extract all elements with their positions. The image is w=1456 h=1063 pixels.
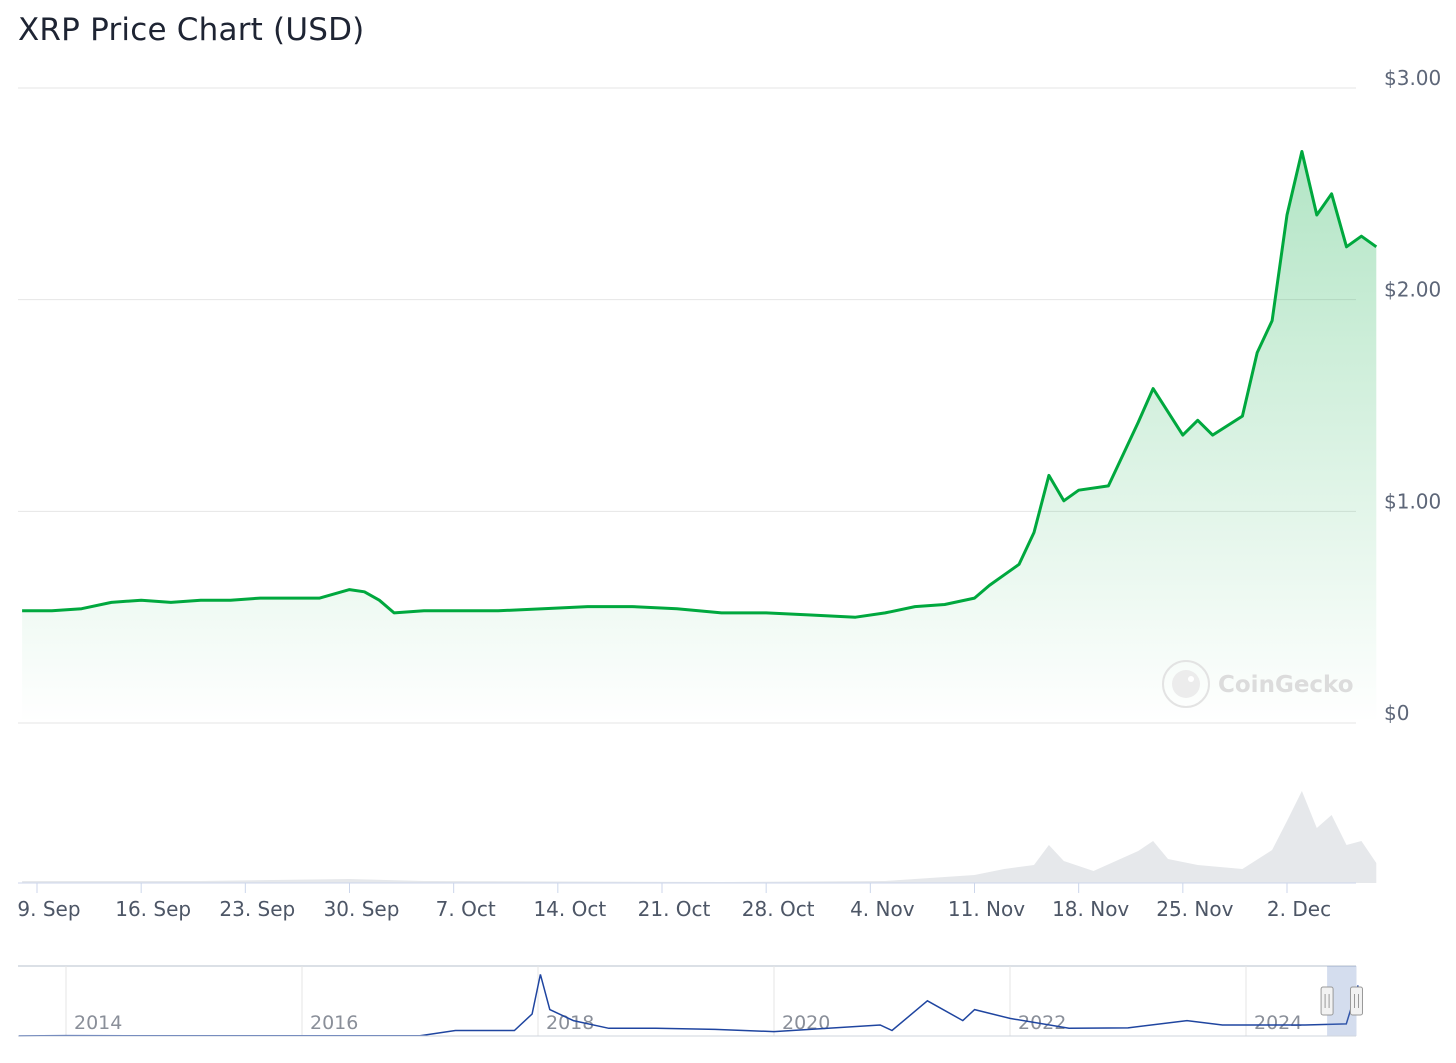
coingecko-watermark: CoinGecko bbox=[1218, 672, 1354, 698]
price-line bbox=[22, 150, 1378, 619]
x-tick-label: 14. Oct bbox=[533, 897, 606, 921]
navigator-tick-label: 2024 bbox=[1254, 1012, 1302, 1034]
navigator-tick-label: 2022 bbox=[1018, 1012, 1066, 1034]
x-tick-label: 18. Nov bbox=[1052, 897, 1129, 921]
x-tick-label: 28. Oct bbox=[742, 897, 815, 921]
y-tick-label: $2.00 bbox=[1384, 278, 1441, 302]
volume-fill bbox=[22, 791, 1377, 883]
x-tick-label: 25. Nov bbox=[1156, 897, 1233, 921]
x-axis: 9. Sep 16. Sep 23. Sep 30. Sep 7. Oct 14. Oct… bbox=[17, 882, 1356, 921]
navigator-left-handle[interactable] bbox=[1320, 986, 1334, 1016]
x-tick-label: 4. Nov bbox=[850, 897, 915, 921]
navigator-right-handle[interactable] bbox=[1349, 986, 1363, 1016]
navigator-tick-label: 2014 bbox=[74, 1012, 122, 1034]
x-tick-label: 7. Oct bbox=[436, 897, 496, 921]
x-tick-label: 11. Nov bbox=[948, 897, 1025, 921]
watermark: CoinGecko bbox=[1162, 660, 1354, 708]
navigator-line bbox=[18, 974, 1359, 1037]
x-tick-label: 23. Sep bbox=[219, 897, 295, 921]
y-tick-label: $3.00 bbox=[1384, 66, 1441, 90]
y-axis-labels: $3.00 $2.00 $1.00 $0 bbox=[1384, 66, 1441, 725]
x-tick-label: 30. Sep bbox=[324, 897, 400, 921]
x-tick-label: 9. Sep bbox=[17, 897, 80, 921]
price-area-fill bbox=[22, 151, 1377, 723]
volume-area bbox=[22, 791, 1377, 883]
x-tick-label: 2. Dec bbox=[1267, 897, 1331, 921]
navigator-tick-label: 2018 bbox=[546, 1012, 594, 1034]
x-tick-label: 21. Oct bbox=[638, 897, 711, 921]
y-tick-label: $1.00 bbox=[1384, 489, 1441, 513]
y-tick-label: $0 bbox=[1384, 701, 1409, 725]
navigator-tick-label: 2016 bbox=[310, 1012, 358, 1034]
x-tick-label: 16. Sep bbox=[115, 897, 191, 921]
coingecko-logo-icon bbox=[1162, 660, 1210, 708]
range-navigator[interactable]: 2014 2016 2018 2020 2022 2024 bbox=[18, 965, 1363, 1037]
chart-title: XRP Price Chart (USD) bbox=[18, 12, 365, 48]
price-series bbox=[22, 150, 1378, 723]
